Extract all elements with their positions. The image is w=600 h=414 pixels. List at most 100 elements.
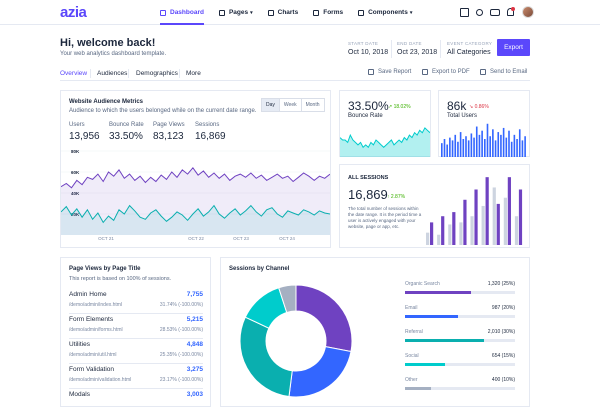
save-report-button[interactable]: Save Report (368, 69, 411, 75)
bar (494, 140, 497, 157)
tab-audiences[interactable]: Audiences (97, 70, 128, 77)
y-tick-label: 60K (71, 170, 80, 175)
divider (128, 69, 129, 78)
page-url-cell: /demo/admin/index.html (69, 302, 123, 308)
brand-logo[interactable]: azia (60, 4, 87, 21)
nav-charts-label: Charts (277, 9, 299, 16)
bar (470, 133, 473, 157)
bounce-area (340, 127, 430, 157)
page-title-cell: Admin Home (69, 291, 107, 298)
table-row[interactable]: Form Elements /demo/admin/forms.html 5,2… (69, 314, 203, 339)
range-month[interactable]: Month (300, 99, 324, 111)
bar (497, 132, 500, 157)
bar (443, 139, 446, 157)
table-row[interactable]: Utilities /demo/admin/util.html 4,848 25… (69, 339, 203, 364)
start-date-label: START DATE (348, 41, 379, 46)
bar (510, 141, 513, 157)
bell-icon[interactable] (507, 7, 515, 16)
nav-pages[interactable]: Pages ▾ (218, 0, 253, 25)
page-pct-cell: 25.35% (-100.00%) (159, 352, 203, 358)
table-row[interactable]: Form Validation /demo/admin/validation.h… (69, 364, 203, 389)
bar (485, 177, 489, 245)
bar (441, 216, 445, 245)
sessions-value: 16,869 (348, 187, 388, 202)
end-date[interactable]: END DATE Oct 23, 2018 (397, 41, 437, 56)
channel-count: 987 (20%) (491, 305, 515, 311)
sessions-description: The total number of sessions within the … (348, 206, 422, 229)
search-icon[interactable] (476, 8, 483, 16)
tab-overview[interactable]: Overview (60, 70, 88, 77)
end-date-value: Oct 23, 2018 (397, 49, 438, 56)
metric-users-value: 13,956 (69, 131, 100, 142)
message-icon[interactable] (490, 8, 500, 16)
start-date[interactable]: START DATE Oct 10, 2018 (348, 41, 388, 56)
bar (489, 136, 491, 157)
nav-forms[interactable]: Forms (313, 0, 343, 25)
arrow-down-icon: ↘ (469, 104, 475, 110)
bar (492, 187, 496, 245)
sessions-bar-chart (426, 177, 523, 245)
tab-demographics[interactable]: Demographics (136, 70, 178, 77)
welcome-block: Hi, welcome back! Your web analytics das… (60, 37, 166, 57)
document-icon[interactable] (460, 7, 469, 17)
bar (478, 134, 481, 157)
export-pdf-label: Export to PDF (432, 69, 470, 75)
channel-bar-track (405, 339, 515, 342)
export-pdf-button[interactable]: Export to PDF (422, 69, 470, 75)
nav-dashboard[interactable]: Dashboard (160, 0, 204, 25)
card-subtitle: This report is based on 100% of sessions… (69, 276, 172, 282)
bar (446, 144, 448, 157)
avatar[interactable] (522, 6, 534, 18)
channel-bar-track (405, 387, 515, 390)
table-row[interactable]: Admin Home /demo/admin/index.html 7,755 … (69, 289, 203, 314)
audience-metrics-card: Website Audience Metrics Audience to whi… (60, 90, 331, 248)
bar (500, 134, 502, 157)
metric-bounce-label: Bounce Rate (109, 122, 144, 128)
all-sessions-card: ALL SESSIONS 16,869 ↑ 2.87% The total nu… (339, 164, 530, 248)
y-tick-label: 40K (71, 191, 80, 196)
channel-bar-track (405, 363, 515, 366)
bar (451, 140, 454, 157)
x-tick-label: OCT 21 (98, 236, 114, 241)
channel-bar-track (405, 291, 515, 294)
nav-forms-label: Forms (323, 9, 344, 16)
donut-slice (288, 346, 352, 398)
total-users-label: Total Users (447, 113, 478, 119)
bar (454, 134, 457, 157)
tab-more[interactable]: More (186, 70, 201, 77)
bar (448, 224, 452, 245)
bar (507, 177, 511, 245)
audience-line-chart: 80K 60K 40K 20K OCT 21 OCT 22 OCT 23 OCT 24 (61, 149, 330, 241)
x-tick-label: OCT 24 (279, 236, 295, 241)
arrow-up-icon: ↗ (388, 104, 394, 110)
page-pct-cell: 28.53% (-100.00%) (159, 327, 203, 333)
channel-bar-fill (405, 387, 432, 390)
channel-name: Other (405, 377, 418, 383)
channel-donut-chart (239, 284, 353, 398)
users-bar-chart (441, 123, 526, 157)
channel-name: Email (405, 305, 418, 311)
range-week[interactable]: Week (278, 99, 301, 111)
bar (465, 136, 467, 157)
event-category[interactable]: EVENT CATEGORY All Categories (447, 41, 492, 56)
table-row[interactable]: Modals 3,003 (69, 389, 203, 414)
send-email-button[interactable]: Send to Email (480, 69, 527, 75)
divider (440, 40, 441, 58)
export-button[interactable]: Export (497, 39, 530, 56)
tab-bar: Overview Audiences Demographics More Sav… (60, 66, 530, 81)
channel-bar-fill (405, 339, 485, 342)
bar (481, 130, 483, 157)
nav-components[interactable]: Components ▾ (358, 0, 412, 25)
bar (441, 143, 443, 157)
nav-components-label: Components (368, 9, 408, 16)
bar (426, 232, 430, 245)
metric-pageviews-value: 83,123 (153, 131, 184, 142)
users-change-text: 0.86% (474, 104, 489, 110)
range-day[interactable]: Day (262, 99, 279, 111)
bar (492, 129, 494, 157)
nav-charts[interactable]: Charts (267, 0, 299, 25)
save-icon (368, 69, 374, 75)
start-date-value: Oct 10, 2018 (348, 49, 389, 56)
bounce-change-text: 18.02% (393, 104, 411, 110)
channel-name: Referral (405, 329, 423, 335)
